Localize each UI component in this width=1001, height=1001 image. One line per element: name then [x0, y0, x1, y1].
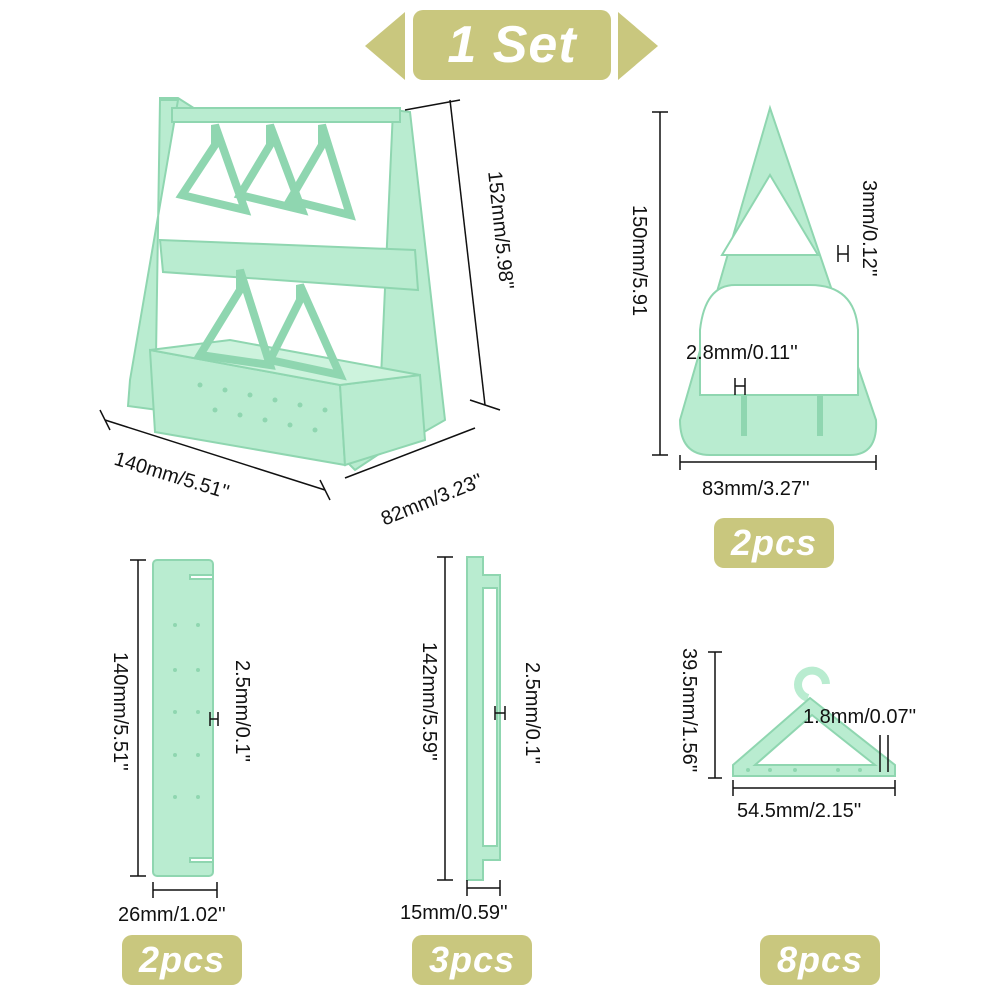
hanger-height-label: 39.5mm/1.56'' — [678, 648, 700, 773]
base-board-hole-label: 2.5mm/0.1'' — [231, 660, 253, 763]
side-panel-slot-label: 3mm/0.12'' — [858, 180, 880, 277]
left-arrow-icon — [365, 12, 405, 80]
base-board-count-badge: 2pcs — [122, 935, 242, 985]
rail-count-badge: 3pcs — [412, 935, 532, 985]
hanger-thickness-label: 1.8mm/0.07'' — [803, 706, 917, 728]
side-panel-height-label: 150mm/5.91 — [628, 205, 650, 317]
right-arrow-icon — [618, 12, 658, 80]
hanger-shape — [732, 666, 896, 777]
rail-height-label: 142mm/5.59'' — [418, 642, 440, 761]
side-panel-hole-label: 2.8mm/0.11'' — [686, 342, 798, 364]
hanger-count-badge: 8pcs — [760, 935, 880, 985]
rail-width-label: 15mm/0.59'' — [400, 902, 508, 924]
side-panel-count-badge: 2pcs — [714, 518, 834, 568]
side-panel-width-label: 83mm/3.27'' — [702, 478, 810, 500]
assembled-rack — [126, 97, 447, 472]
title-badge: 1 Set — [413, 10, 611, 80]
side-panel-shape — [678, 104, 878, 456]
base-board-height-label: 140mm/5.51'' — [109, 652, 131, 771]
base-board-shape — [152, 559, 214, 877]
rail-thickness-label: 2.5mm/0.1'' — [521, 662, 543, 765]
rail-shape — [466, 556, 501, 881]
base-board-width-label: 26mm/1.02'' — [118, 904, 226, 926]
hanger-width-label: 54.5mm/2.15'' — [737, 800, 862, 822]
